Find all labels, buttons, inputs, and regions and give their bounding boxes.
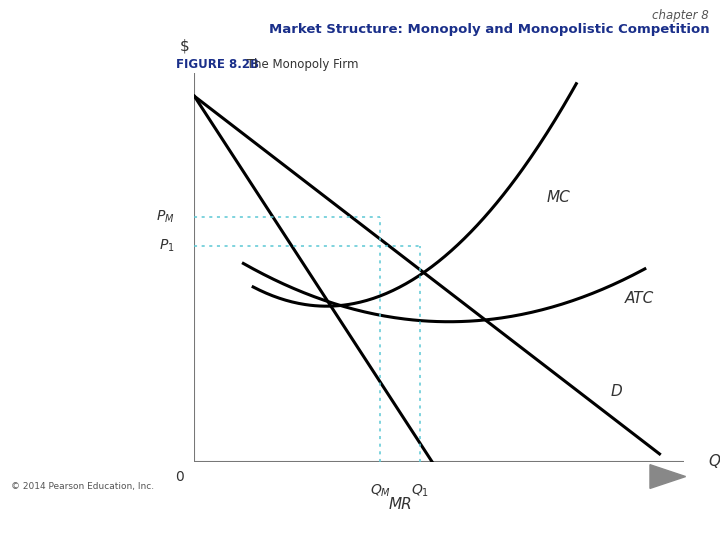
Text: FIGURE 8.2B: FIGURE 8.2B	[176, 58, 259, 71]
Text: Market Structure: Monopoly and Monopolistic Competition: Market Structure: Monopoly and Monopolis…	[269, 23, 709, 36]
Text: PEARSON: PEARSON	[584, 509, 709, 531]
Text: D: D	[611, 384, 622, 399]
Polygon shape	[650, 464, 685, 488]
Text: ALWAYS LEARNING: ALWAYS LEARNING	[11, 515, 128, 525]
Text: The Monopoly Firm: The Monopoly Firm	[243, 58, 359, 71]
Text: $: $	[180, 38, 189, 53]
Text: MC: MC	[547, 190, 571, 205]
Text: $Q_1$: $Q_1$	[410, 483, 428, 500]
Text: $P_1$: $P_1$	[159, 238, 175, 254]
Text: $Q_M$: $Q_M$	[370, 483, 391, 500]
Text: MR: MR	[388, 497, 412, 512]
Text: ATC: ATC	[625, 291, 654, 306]
Text: © 2014 Pearson Education, Inc.: © 2014 Pearson Education, Inc.	[11, 482, 154, 491]
Text: Q: Q	[708, 454, 720, 469]
Text: $P_M$: $P_M$	[156, 208, 175, 225]
Text: 0: 0	[176, 470, 184, 484]
Text: chapter 8: chapter 8	[652, 9, 709, 22]
